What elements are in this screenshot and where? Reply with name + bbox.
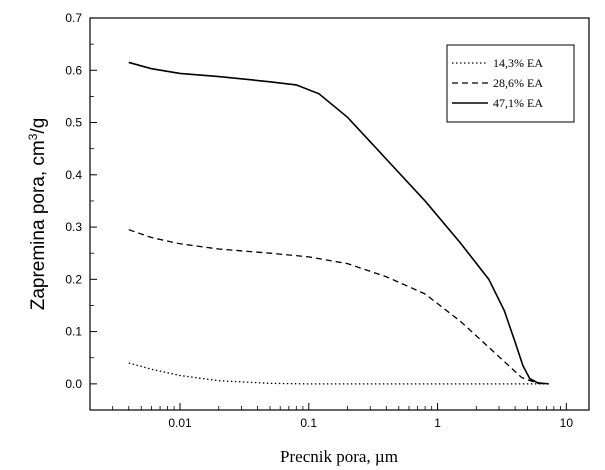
- y-tick-label: 0.6: [65, 63, 82, 77]
- series-line-3: [128, 61, 549, 385]
- plot-frame: [89, 17, 590, 411]
- y-tick-label: 0.7: [65, 11, 82, 25]
- y-tick-label: 0.4: [65, 168, 82, 182]
- legend-label: 47,1% EA: [493, 96, 543, 110]
- x-tick-label: 10: [560, 416, 574, 430]
- series-line-2: [128, 229, 549, 385]
- x-tick-label: 0.01: [168, 416, 192, 430]
- x-minor-ticks: [112, 406, 561, 410]
- y-axis-ticks: 0.0 0.1 0.2 0.3 0.4 0.5 0.6 0.7: [65, 11, 97, 391]
- y-tick-label: 0.2: [65, 272, 82, 286]
- y-axis-label: Zapremina pora, cm3/g: [26, 118, 49, 311]
- y-tick-label: 0.0: [65, 377, 82, 391]
- series-lines: [128, 61, 549, 385]
- series-line-1: [128, 362, 549, 385]
- y-tick-label: 0.1: [65, 325, 82, 339]
- x-tick-label: 0.1: [300, 416, 317, 430]
- legend-label: 28,6% EA: [493, 76, 543, 90]
- x-axis-label: Precnik pora, µm: [280, 447, 398, 466]
- x-tick-label: 1: [434, 416, 441, 430]
- x-axis-ticks: 0.01 0.1 1 10: [168, 403, 573, 430]
- legend-label: 14,3% EA: [493, 56, 543, 70]
- plot-area: 0.01 0.1 1 10 0.0 0.1 0.2 0.3 0.4 0.5 0.6 0.7: [65, 11, 590, 430]
- y-tick-label: 0.5: [65, 116, 82, 130]
- legend: 14,3% EA 28,6% EA 47,1% EA: [446, 44, 575, 123]
- legend-box: [446, 44, 575, 123]
- y-tick-label: 0.3: [65, 220, 82, 234]
